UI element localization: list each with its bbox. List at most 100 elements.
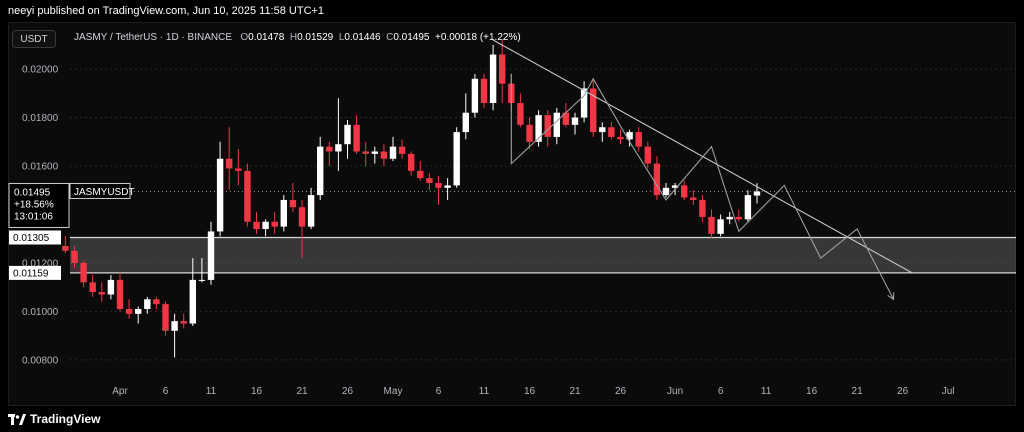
candle: [444, 178, 451, 200]
candle-body: [435, 182, 442, 188]
candle-body: [699, 199, 706, 217]
candle-body: [408, 153, 415, 171]
candle-body: [353, 124, 360, 152]
candle: [344, 119, 351, 159]
candle: [499, 40, 506, 104]
candle-body: [371, 151, 378, 154]
x-tick-label: May: [384, 386, 403, 397]
candle-body: [580, 88, 588, 118]
candle-body: [135, 308, 142, 314]
candle: [535, 110, 542, 147]
candle-body: [453, 132, 460, 186]
candle: [690, 190, 697, 205]
candle: [107, 275, 115, 300]
candle-body: [198, 279, 206, 281]
candle-body: [526, 124, 533, 142]
candle-body: [635, 132, 642, 147]
candle-body: [471, 78, 479, 113]
projection-arrow-head: [887, 292, 895, 301]
zone-upper-price-tag-box: [9, 230, 61, 245]
footer-bar: TradingView: [0, 406, 1024, 432]
candle: [744, 190, 752, 222]
candle: [681, 180, 688, 200]
candle: [389, 136, 397, 162]
candle-body: [608, 127, 615, 137]
candle: [125, 299, 133, 319]
candle: [144, 296, 151, 314]
candle-body: [326, 146, 333, 152]
candle: [216, 141, 224, 237]
tradingview-brand[interactable]: TradingView: [8, 412, 100, 426]
x-tick-label: Jun: [667, 386, 683, 397]
candle-body: [708, 216, 715, 234]
x-tick-label: Jul: [942, 386, 955, 397]
price-tag-box: [8, 182, 70, 228]
candle: [708, 209, 715, 239]
legend-open: 0.01478: [248, 32, 285, 43]
candle: [590, 78, 597, 137]
symbol-tag-box: [69, 182, 131, 199]
candle: [280, 195, 287, 232]
candle: [480, 73, 488, 108]
x-tick-label: 16: [806, 386, 818, 397]
candle-body: [298, 207, 306, 227]
candle-body: [735, 216, 742, 220]
axes: 0.02000 0.01800 0.01600 0.01200 0.01000 0.008…: [8, 65, 955, 397]
candle-body: [271, 221, 278, 227]
price-tag-change: +18.56%: [14, 199, 54, 210]
candle-body: [289, 199, 297, 208]
candle-body: [462, 112, 469, 133]
candle: [326, 141, 333, 167]
candle: [553, 107, 560, 145]
candle: [162, 301, 169, 336]
candle: [289, 182, 297, 213]
candle-body: [599, 127, 606, 133]
candle: [307, 187, 315, 230]
projected-path-line: [510, 73, 894, 300]
candle-body: [253, 221, 260, 230]
brand-name: TradingView: [30, 412, 101, 426]
candle: [335, 98, 342, 171]
candle-body: [753, 191, 761, 196]
candle: [462, 93, 469, 140]
candle: [71, 245, 78, 268]
candle: [426, 173, 433, 191]
candle: [98, 282, 105, 302]
candle-body: [662, 187, 670, 196]
candle: [717, 214, 724, 237]
y-tick-label: 0.01000: [22, 307, 59, 318]
candle-body: [144, 299, 151, 309]
candle: [526, 117, 533, 150]
candle-body: [717, 219, 724, 234]
candle: [699, 195, 706, 222]
candle-body: [244, 170, 251, 222]
x-tick-label: 11: [206, 386, 217, 397]
zone-lower-price-tag-box: [9, 265, 61, 280]
candle-body: [644, 146, 651, 164]
quote-currency-button[interactable]: USDT: [12, 30, 56, 48]
legend-low: 0.01446: [344, 32, 381, 43]
candle-body: [262, 221, 269, 230]
candle: [635, 127, 642, 152]
candle-body: [398, 146, 406, 154]
x-tick-label: 11: [761, 386, 772, 397]
legend-change: +0.00018 (+1.22%): [435, 32, 521, 43]
candle: [371, 146, 378, 164]
candle-body: [690, 197, 697, 200]
x-tick-label: 26: [342, 386, 354, 397]
x-tick-label: 6: [163, 386, 169, 397]
candle-body: [125, 308, 133, 314]
candle-body: [89, 282, 96, 293]
candle: [253, 212, 260, 234]
candle-body: [344, 124, 351, 145]
price-tag-countdown: 13:01:06: [14, 211, 53, 222]
candle: [262, 219, 269, 237]
candle-body: [444, 185, 451, 188]
candle: [735, 209, 742, 222]
candle: [380, 144, 388, 167]
x-tick-label: 21: [852, 386, 864, 397]
candle: [135, 306, 142, 324]
x-tick-label: 16: [251, 386, 263, 397]
candle-body: [162, 304, 169, 331]
